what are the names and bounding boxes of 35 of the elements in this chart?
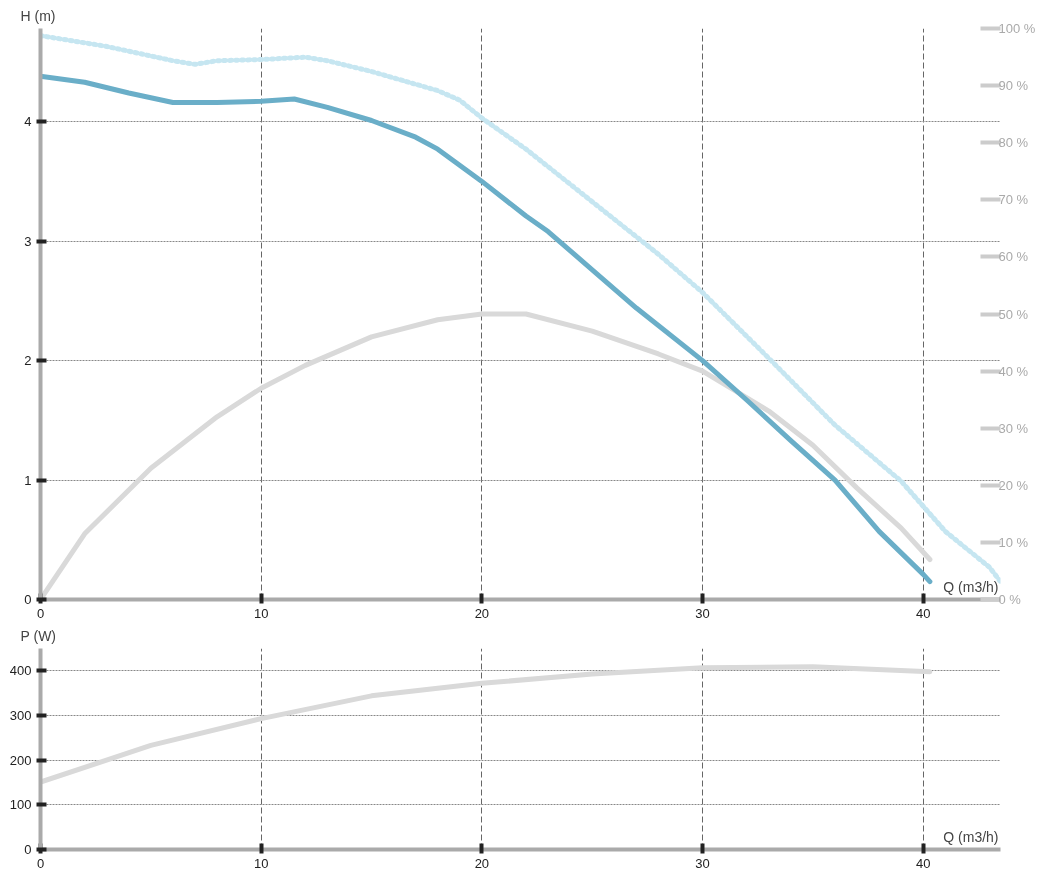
y-tick-label: 3 [24,233,32,249]
y-tick-label: 300 [9,708,32,723]
y-tick-label: 200 [9,752,32,768]
y2-tick-label: 30 % [998,420,1029,436]
y-tick-label: 400 [9,663,32,679]
y-tick-label: 2 [24,353,32,369]
y2-tick-label: 100 % [998,21,1036,36]
x-tick-label: 30 [695,855,710,871]
x-tick-label: 40 [916,605,931,621]
y-tick-label: 4 [24,114,32,130]
x-axis-title: Q (m3/h) [943,828,999,845]
x-tick-label: 40 [916,855,931,871]
y-axis-title: H (m) [20,7,56,24]
y2-tick-label: 10 % [998,534,1029,550]
y2-tick-label: 70 % [998,192,1029,208]
x-tick-label: 0 [36,605,45,621]
y2-tick-label: 40 % [998,363,1029,379]
y2-tick-label: 90 % [998,78,1029,94]
x-tick-label: 10 [253,605,269,621]
x-tick-label: 20 [474,855,490,871]
x-tick-label: 30 [695,605,710,621]
x-axis-title: Q (m3/h) [943,578,999,595]
y-tick-label: 1 [24,472,32,488]
y2-tick-label: 20 % [998,477,1029,493]
y-tick-label: 0 [24,842,32,857]
y-tick-label: 0 [24,592,32,607]
y-tick-label: 100 [9,797,32,813]
x-tick-label: 0 [36,855,45,871]
x-tick-label: 10 [253,855,269,871]
y2-tick-label: 60 % [998,249,1029,265]
x-tick-label: 20 [474,605,490,621]
y-axis-title: P (W) [20,627,57,644]
y2-tick-label: 50 % [998,306,1029,322]
y2-tick-label: 0 % [998,592,1022,607]
y2-tick-label: 80 % [998,135,1029,151]
